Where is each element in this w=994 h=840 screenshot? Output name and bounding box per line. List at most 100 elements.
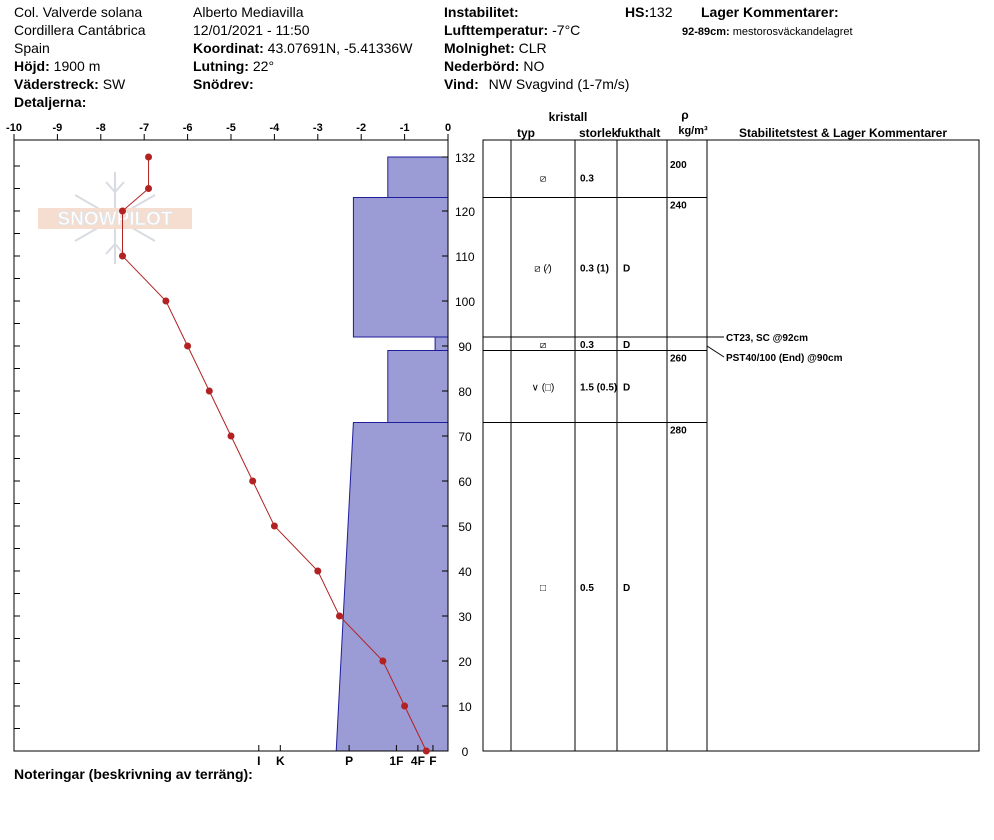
air-temp-label: Lufttemperatur:	[444, 22, 549, 38]
air-temp-value: -7°C	[552, 22, 581, 38]
temp-point	[227, 432, 235, 440]
hardness-layer	[352, 197, 449, 338]
crystal-size: 0.3 (1)	[580, 263, 609, 274]
temp-tick-label: -7	[139, 122, 149, 134]
temp-tick-label: -2	[356, 122, 366, 134]
sky-label: Molnighet:	[444, 40, 515, 56]
stability-tests: CT23, SC @92cm PST40/100 (End) @90cm	[706, 333, 843, 364]
stability-test-label: PST40/100 (End) @90cm	[726, 353, 843, 364]
density-value: 240	[670, 201, 687, 212]
snowpilot-logo: SNOWPILOT	[38, 172, 192, 264]
hardness-tick-label: 4F	[411, 754, 425, 768]
slope-label: Lutning:	[193, 58, 249, 74]
moisture-value: D	[623, 340, 630, 351]
temp-tick-label: -3	[313, 122, 323, 134]
temp-tick-label: -8	[96, 122, 106, 134]
notes-label: Noteringar (beskrivning av terräng):	[14, 766, 253, 782]
temp-point	[401, 702, 409, 710]
height-tick-label: 60	[458, 475, 472, 489]
height-tick-label: 110	[455, 250, 474, 264]
temp-tick-label: 0	[445, 122, 451, 134]
hardness-layer	[387, 350, 449, 423]
layer-table: ⧄ 0.3 ⧄ (⁄) 0.3 (1) D ⧄ 0.3 D ∨ (□) 1.5 (0.5) D □ 0.…	[483, 173, 707, 594]
stability-pointer	[706, 345, 725, 358]
hardness-tick-label: 1F	[389, 754, 403, 768]
temp-tick-label: -6	[183, 122, 193, 134]
size-header: storlek	[579, 126, 619, 140]
moisture-value: D	[623, 583, 630, 594]
instability-label: Instabilitet:	[444, 4, 519, 20]
temp-point	[162, 297, 170, 305]
temp-point	[145, 153, 153, 161]
type-header: typ	[517, 126, 535, 140]
hardness-tick-label: P	[345, 754, 353, 768]
logo-text: SNOWPILOT	[57, 209, 172, 230]
density-value: 280	[670, 426, 687, 437]
height-tick-label: 80	[458, 385, 472, 399]
temp-point	[119, 207, 126, 215]
height-tick-label: 30	[458, 610, 472, 624]
country: Spain	[14, 40, 50, 56]
hardness-tick-label: I	[257, 754, 260, 768]
height-tick-label: 10	[458, 700, 472, 714]
temp-point	[145, 185, 153, 192]
height-tick-label: 120	[455, 205, 475, 219]
coordinate-label: Koordinat:	[193, 40, 264, 56]
observation-datetime: 12/01/2021 - 11:50	[193, 22, 310, 38]
precip-label: Nederbörd:	[444, 58, 520, 74]
wind-value: NW Svagvind (1-7m/s)	[488, 76, 630, 92]
hs-value: 132	[649, 4, 673, 20]
moisture-header: fukthalt	[617, 126, 660, 140]
temp-point	[119, 252, 126, 260]
temp-point	[249, 477, 257, 485]
crystal-type: □	[540, 583, 546, 594]
crystal-type: ∨ (□)	[532, 383, 555, 394]
elevation-value: 1900 m	[53, 58, 101, 74]
hardness-tick-label: K	[276, 754, 285, 768]
sky-value: CLR	[518, 40, 547, 56]
site-name: Col. Valverde solana	[14, 4, 143, 20]
stability-test-label: CT23, SC @92cm	[726, 333, 808, 344]
density-value: 200	[670, 160, 687, 171]
aspect-value: SW	[102, 76, 126, 92]
moisture-value: D	[623, 383, 630, 394]
height-tick-label: 20	[458, 655, 472, 669]
elevation-label: Höjd:	[14, 58, 50, 74]
layer-comment-text: mestorosväckandelagret	[732, 26, 853, 38]
height-tick-label: 132	[455, 151, 475, 165]
height-tick-label: 70	[458, 430, 472, 444]
layer-table-frame	[482, 139, 980, 752]
hardness-axis: I K P 1F 4F F	[257, 745, 437, 768]
moisture-value: D	[623, 263, 630, 274]
hardness-tick-label: F	[429, 754, 436, 768]
density-unit: kg/m³	[678, 125, 708, 137]
temp-point	[314, 567, 322, 575]
layer-comments-label: Lager Kommentarer:	[701, 4, 839, 20]
coordinate-value: 43.07691N, -5.41336W	[267, 40, 413, 56]
density-column: 200 240 260 280	[670, 160, 687, 437]
temp-tick-label: -9	[53, 122, 63, 134]
hardness-layer	[335, 422, 449, 752]
crystal-type: ⧄ (⁄)	[534, 263, 551, 274]
temp-point	[379, 657, 387, 665]
temperature-profile	[119, 153, 430, 755]
crystal-size: 0.3	[580, 340, 594, 351]
mountain-range: Cordillera Cantábrica	[14, 22, 146, 38]
snowdrift-label: Snödrev:	[193, 76, 254, 92]
crystal-type: ⧄	[540, 340, 546, 351]
temp-point	[205, 387, 213, 395]
temp-point	[270, 522, 278, 530]
stability-header: Stabilitetstest & Lager Kommentarer	[739, 126, 947, 140]
temperature-axis: -10 -9 -8 -7 -6 -5 -4 -3 -2 -1 0	[6, 122, 451, 752]
crystal-size: 0.5	[580, 583, 594, 594]
temp-tick-label: -4	[270, 122, 281, 134]
precip-value: NO	[523, 58, 545, 74]
temp-tick-label: -5	[226, 122, 236, 134]
crystal-header: kristall	[549, 110, 588, 124]
aspect-label: Väderstreck:	[14, 76, 99, 92]
layer-comment-range: 92-89cm:	[682, 26, 730, 38]
crystal-size: 1.5 (0.5)	[580, 383, 617, 394]
height-tick-label: 100	[455, 295, 475, 309]
